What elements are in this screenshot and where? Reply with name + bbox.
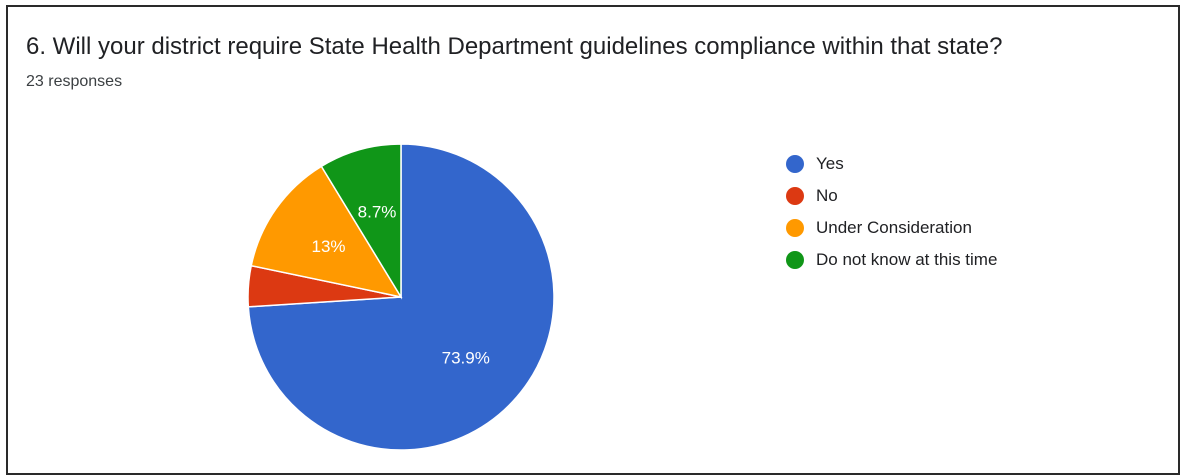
data-label-under-consideration: 13% (311, 237, 345, 256)
pie-slice-under-consideration (250, 165, 403, 299)
pie-slice-do-not-know (320, 143, 402, 300)
question-card: 6. Will your district require State Heal… (6, 5, 1180, 475)
legend-label: No (816, 186, 838, 205)
legend-item-no: No (786, 180, 997, 212)
legend-swatch (786, 219, 804, 237)
legend-swatch (786, 187, 804, 205)
response-count: 23 responses (26, 73, 123, 90)
pie-chart: 73.9% 13% 8.7% (247, 143, 555, 451)
legend-swatch (786, 155, 804, 173)
question-title: 6. Will your district require State Heal… (26, 33, 1003, 60)
legend-item-do-not-know: Do not know at this time (786, 244, 997, 276)
legend-label: Under Consideration (816, 218, 972, 237)
data-label-do-not-know: 8.7% (358, 203, 397, 222)
chart-legend: Yes No Under Consideration Do not know at t… (786, 148, 997, 276)
legend-label: Do not know at this time (816, 250, 998, 269)
legend-item-yes: Yes (786, 148, 997, 180)
legend-swatch (786, 251, 804, 269)
data-label-yes: 73.9% (442, 349, 490, 368)
legend-item-under-consideration: Under Consideration (786, 212, 997, 244)
legend-label: Yes (816, 154, 844, 173)
